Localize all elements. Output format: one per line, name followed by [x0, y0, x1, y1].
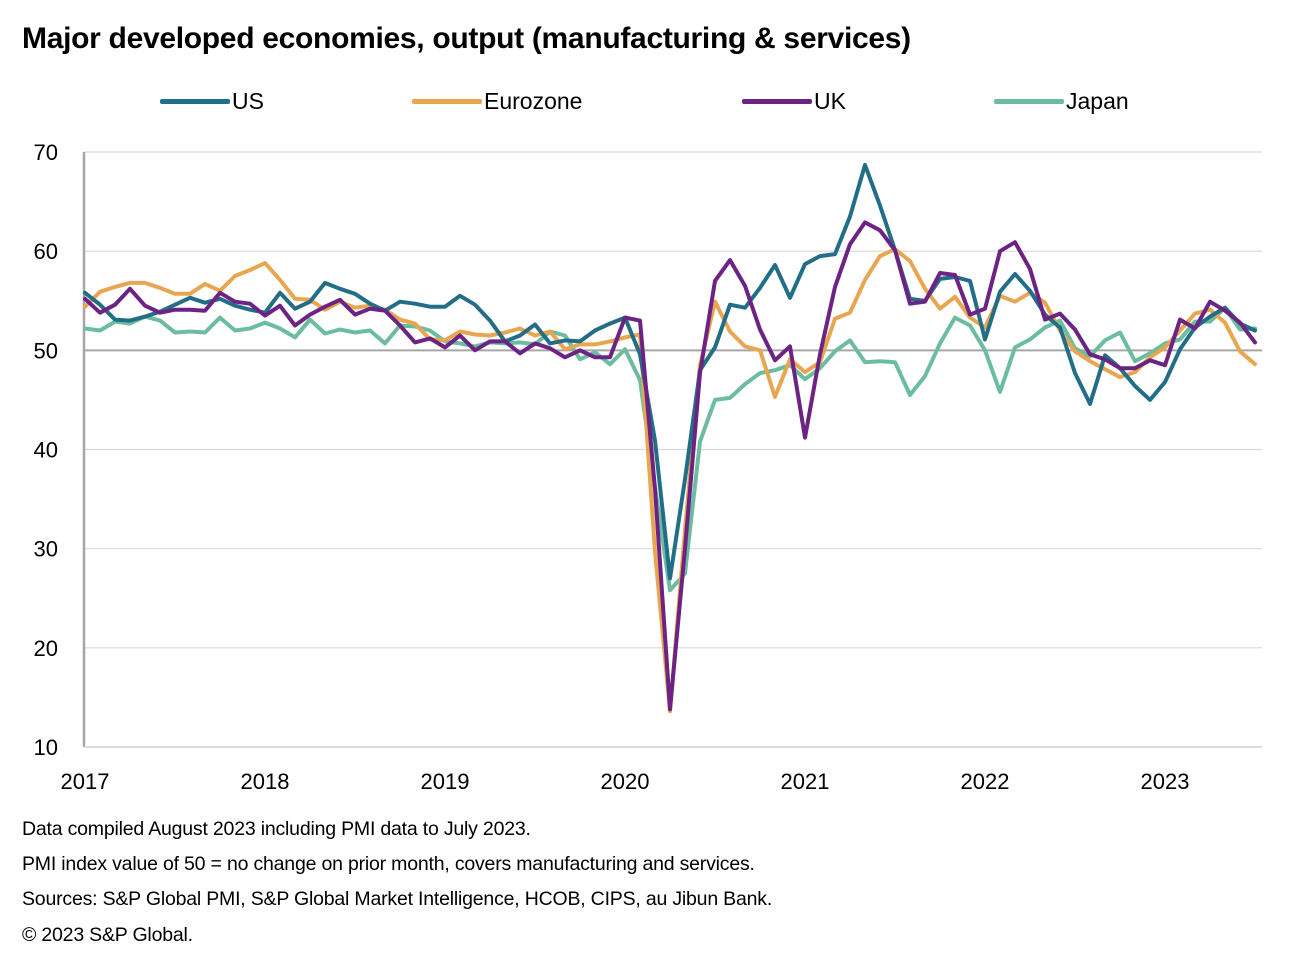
legend-swatch-us	[160, 99, 230, 104]
x-tick-label: 2023	[1141, 769, 1190, 794]
x-tick-label: 2020	[601, 769, 650, 794]
x-tick-label: 2018	[241, 769, 290, 794]
x-tick-label: 2019	[421, 769, 470, 794]
legend-swatch-uk	[742, 99, 812, 104]
chart-title: Major developed economies, output (manuf…	[22, 22, 911, 55]
legend-item-japan: Japan	[994, 88, 1129, 115]
footnote-pmi-definition: PMI index value of 50 = no change on pri…	[22, 853, 755, 875]
x-tick-label: 2021	[781, 769, 830, 794]
legend-label-uk: UK	[814, 88, 846, 114]
series-line-eurozone	[83, 247, 1257, 714]
x-tick-label: 2022	[961, 769, 1010, 794]
legend-item-eurozone: Eurozone	[412, 88, 582, 115]
legend-swatch-eurozone	[412, 99, 482, 104]
legend-item-uk: UK	[742, 88, 846, 115]
series-line-us	[83, 162, 1257, 581]
y-tick-label: 30	[34, 537, 58, 562]
y-tick-label: 40	[34, 438, 58, 463]
y-tick-label: 70	[34, 140, 58, 165]
legend-item-us: US	[160, 88, 264, 115]
legend-swatch-japan	[994, 99, 1064, 104]
y-tick-label: 10	[34, 735, 58, 760]
legend-label-us: US	[232, 88, 264, 114]
y-tick-label: 20	[34, 636, 58, 661]
footnote-data-compiled: Data compiled August 2023 including PMI …	[22, 818, 531, 840]
legend-label-japan: Japan	[1066, 88, 1129, 114]
footnote-copyright: © 2023 S&P Global.	[22, 924, 193, 946]
y-tick-label: 50	[34, 338, 58, 363]
chart-legend: US Eurozone UK Japan	[0, 88, 1312, 118]
series-line-japan	[83, 305, 1257, 593]
y-tick-label: 60	[34, 239, 58, 264]
legend-label-eurozone: Eurozone	[484, 88, 583, 114]
series-line-uk	[83, 220, 1257, 712]
chart-plot: 10 20 30 40 50 60 70 2017 2018 2019 2020 2021 2022 20…	[34, 140, 1262, 794]
footnote-sources: Sources: S&P Global PMI, S&P Global Mark…	[22, 888, 773, 910]
x-tick-label: 2017	[61, 769, 110, 794]
